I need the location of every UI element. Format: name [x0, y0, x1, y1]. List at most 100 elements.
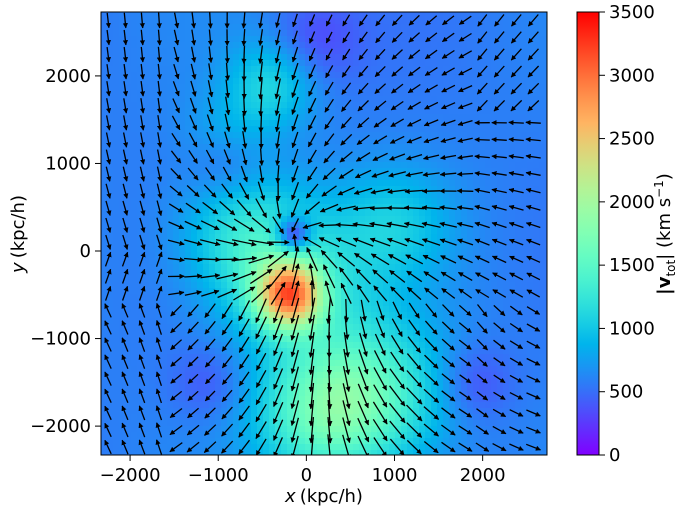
heatmap-cell [227, 378, 234, 385]
heatmap-cell [461, 168, 468, 175]
heatmap-cell [413, 96, 420, 103]
heatmap-cell [521, 54, 528, 61]
heatmap-cell [353, 132, 360, 139]
heatmap-cell [389, 348, 396, 355]
heatmap-cell [347, 90, 354, 97]
heatmap-cell [125, 90, 132, 97]
heatmap-cell [101, 54, 108, 61]
heatmap-cell [515, 228, 522, 235]
heatmap-cell [137, 246, 144, 253]
heatmap-cell [221, 96, 228, 103]
heatmap-cell [473, 348, 480, 355]
heatmap-cell [413, 198, 420, 205]
heatmap-cell [539, 336, 546, 343]
heatmap-cell [443, 210, 450, 217]
heatmap-cell [449, 60, 456, 67]
heatmap-cell [107, 132, 114, 139]
heatmap-cell [401, 228, 408, 235]
heatmap-cell [197, 198, 204, 205]
heatmap-cell [143, 114, 150, 121]
heatmap-cell [161, 60, 168, 67]
heatmap-cell [359, 102, 366, 109]
heatmap-cell [239, 18, 246, 25]
heatmap-cell [101, 282, 108, 289]
heatmap-cell [431, 36, 438, 43]
heatmap-cell [323, 180, 330, 187]
heatmap-cell [269, 108, 276, 115]
heatmap-cell [401, 288, 408, 295]
heatmap-cell [311, 402, 318, 409]
heatmap-cell [533, 144, 540, 151]
heatmap-cell [317, 390, 324, 397]
heatmap-cell [155, 240, 162, 247]
heatmap-cell [365, 252, 372, 259]
heatmap-cell [515, 192, 522, 199]
heatmap-cell [341, 228, 348, 235]
heatmap-cell [221, 258, 228, 265]
heatmap-cell [131, 36, 138, 43]
heatmap-cell [131, 48, 138, 55]
heatmap-cell [479, 174, 486, 181]
heatmap-cell [383, 390, 390, 397]
heatmap-cell [155, 282, 162, 289]
heatmap-cell [341, 258, 348, 265]
heatmap-cell [401, 78, 408, 85]
heatmap-cell [461, 174, 468, 181]
heatmap-cell [155, 24, 162, 31]
heatmap-cell [437, 210, 444, 217]
heatmap-cell [137, 150, 144, 157]
heatmap-cell [251, 264, 258, 271]
heatmap-cell [371, 90, 378, 97]
heatmap-cell [497, 186, 504, 193]
heatmap-cell [251, 108, 258, 115]
heatmap-cell [185, 48, 192, 55]
heatmap-cell [479, 216, 486, 223]
heatmap-cell [317, 270, 324, 277]
heatmap-cell [365, 42, 372, 49]
heatmap-cell [197, 78, 204, 85]
heatmap-cell [113, 312, 120, 319]
heatmap-cell [263, 294, 270, 301]
heatmap-cell [515, 258, 522, 265]
heatmap-cell [329, 288, 336, 295]
heatmap-cell [431, 30, 438, 37]
heatmap-cell [497, 228, 504, 235]
heatmap-cell [245, 354, 252, 361]
heatmap-cell [449, 132, 456, 139]
heatmap-cell [149, 294, 156, 301]
heatmap-cell [275, 198, 282, 205]
heatmap-cell [137, 204, 144, 211]
heatmap-cell [239, 336, 246, 343]
heatmap-cell [173, 336, 180, 343]
heatmap-cell [323, 372, 330, 379]
heatmap-cell [293, 102, 300, 109]
heatmap-cell [527, 210, 534, 217]
heatmap-cell [545, 366, 547, 373]
heatmap-cell [437, 378, 444, 385]
heatmap-cell [431, 228, 438, 235]
heatmap-cell [299, 246, 306, 253]
heatmap-cell [113, 300, 120, 307]
heatmap-cell [113, 120, 120, 127]
heatmap-cell [329, 258, 336, 265]
heatmap-cell [281, 30, 288, 37]
heatmap-cell [383, 132, 390, 139]
heatmap-cell [215, 210, 222, 217]
heatmap-cell [365, 348, 372, 355]
heatmap-cell [371, 24, 378, 31]
heatmap-cell [461, 12, 468, 19]
heatmap-cell [113, 126, 120, 133]
heatmap-cell [485, 144, 492, 151]
heatmap-cell [383, 192, 390, 199]
heatmap-cell [365, 18, 372, 25]
heatmap-cell [383, 252, 390, 259]
heatmap-cell [233, 246, 240, 253]
heatmap-cell [143, 102, 150, 109]
heatmap-cell [467, 84, 474, 91]
heatmap-cell [275, 42, 282, 49]
heatmap-cell [359, 276, 366, 283]
heatmap-cell [509, 102, 516, 109]
heatmap-cell [431, 264, 438, 271]
heatmap-cell [167, 66, 174, 73]
heatmap-cell [419, 252, 426, 259]
